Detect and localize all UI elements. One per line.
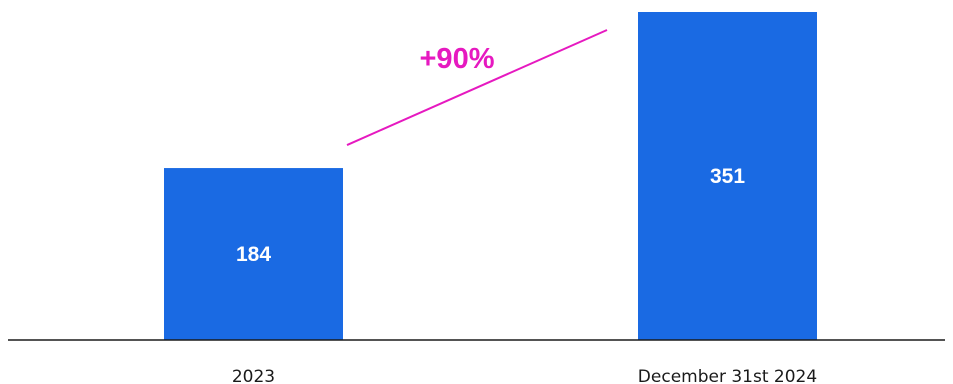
x-tick-labels: 2023 December 31st 2024 bbox=[232, 367, 817, 384]
bar-1 bbox=[638, 12, 817, 340]
x-tick-label-0: 2023 bbox=[232, 367, 275, 384]
bars-group bbox=[164, 12, 817, 340]
growth-line bbox=[346, 29, 608, 146]
bar-0 bbox=[164, 168, 343, 340]
bar-value-label-1: 351 bbox=[710, 165, 745, 188]
bar-value-labels: 184 351 bbox=[236, 165, 745, 266]
bar-value-label-0: 184 bbox=[236, 243, 271, 266]
growth-label: +90% bbox=[420, 43, 495, 75]
x-tick-label-1: December 31st 2024 bbox=[638, 367, 817, 384]
